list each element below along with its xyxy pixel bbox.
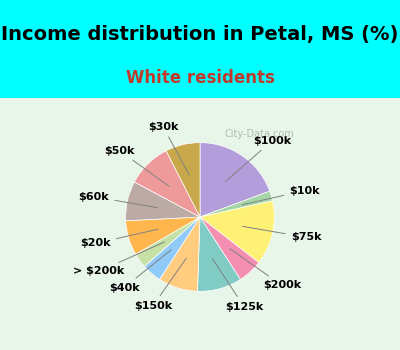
Text: $40k: $40k: [109, 250, 171, 293]
Wedge shape: [200, 143, 270, 217]
Text: $30k: $30k: [148, 121, 189, 175]
Wedge shape: [144, 217, 200, 279]
Wedge shape: [134, 151, 200, 217]
Wedge shape: [200, 201, 274, 262]
Wedge shape: [166, 143, 200, 217]
Text: $20k: $20k: [80, 229, 158, 248]
Text: $150k: $150k: [134, 258, 186, 311]
Text: City-Data.com: City-Data.com: [225, 129, 294, 139]
Text: Income distribution in Petal, MS (%): Income distribution in Petal, MS (%): [1, 25, 399, 44]
Wedge shape: [136, 217, 200, 266]
Text: $60k: $60k: [79, 192, 157, 208]
Text: $10k: $10k: [242, 186, 320, 205]
Wedge shape: [200, 217, 259, 279]
Text: > $200k: > $200k: [73, 242, 164, 276]
Wedge shape: [126, 217, 200, 254]
Wedge shape: [198, 217, 240, 291]
Text: $75k: $75k: [243, 226, 321, 242]
Wedge shape: [200, 191, 272, 217]
Text: $100k: $100k: [226, 136, 291, 182]
Wedge shape: [160, 217, 200, 291]
Text: White residents: White residents: [126, 69, 274, 88]
Text: $50k: $50k: [104, 146, 169, 186]
Text: $125k: $125k: [212, 259, 263, 312]
Wedge shape: [126, 182, 200, 221]
Text: $200k: $200k: [230, 249, 301, 290]
